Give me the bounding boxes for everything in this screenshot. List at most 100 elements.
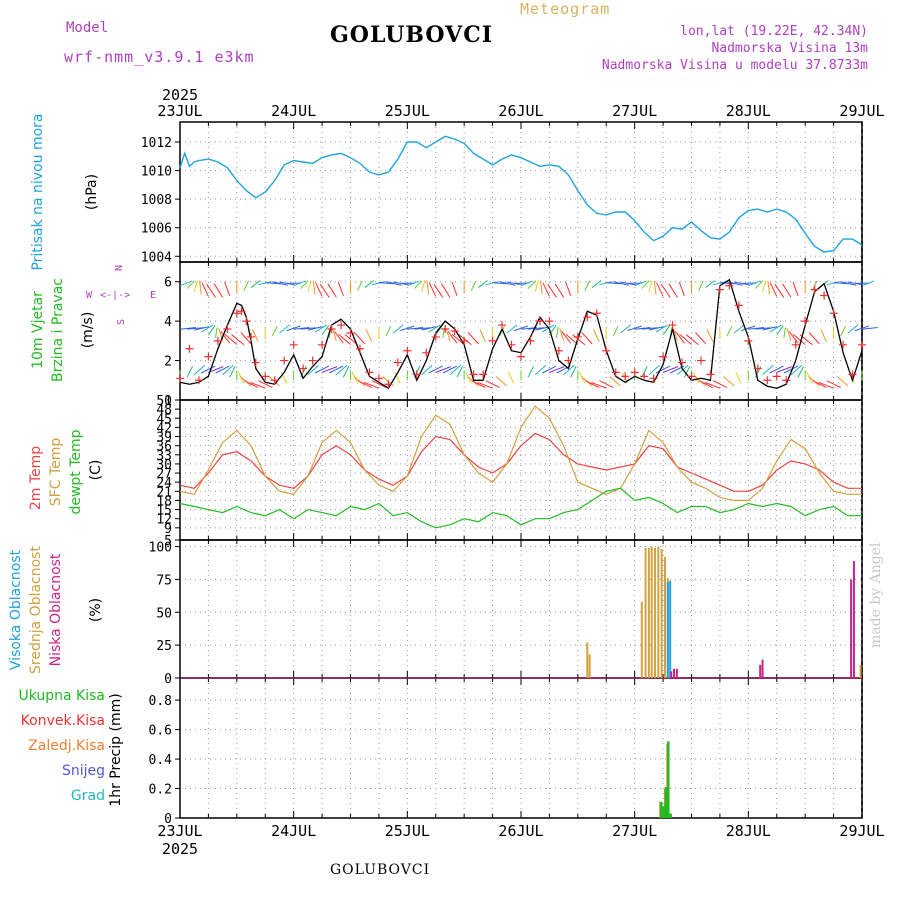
y-tick-label: 6 — [164, 276, 172, 291]
gust-marker — [621, 372, 630, 381]
y-tick-label: 12 — [156, 513, 172, 528]
wind-arrow — [698, 380, 714, 389]
wind-arrow — [719, 282, 736, 285]
wind-arrow — [421, 364, 433, 376]
wind-arrow — [812, 380, 827, 389]
gust-marker — [649, 374, 658, 383]
wind-arrow — [179, 327, 196, 330]
wind-arrow — [854, 325, 870, 332]
wind-arrow — [467, 332, 479, 345]
day-label-bottom: 29JUL — [839, 822, 884, 840]
wind-arrow — [861, 280, 875, 287]
coords-label: lon,lat (19.22E, 42.34N) — [680, 24, 868, 39]
gust-marker — [573, 332, 582, 341]
compass-e: E — [150, 290, 156, 301]
wind-arrow — [609, 376, 621, 387]
gust-marker — [848, 370, 857, 379]
gust-marker — [431, 332, 440, 341]
dewpt-line — [179, 487, 862, 529]
wind-arrow — [776, 325, 784, 336]
gust-marker — [261, 372, 270, 381]
wind-arrow — [513, 325, 529, 332]
wind-arrow — [782, 283, 792, 298]
wind-arrow — [797, 366, 804, 378]
pressure-line — [179, 135, 863, 253]
y-tick-label: 1010 — [141, 165, 172, 180]
wind-arrow — [243, 280, 250, 291]
wind-arrow — [776, 366, 792, 373]
wind-arrow — [365, 329, 373, 342]
wind-arrow — [554, 283, 565, 298]
gust-marker — [602, 346, 611, 355]
gust-marker — [592, 309, 601, 318]
compass-arrows: <-|-> — [100, 290, 130, 301]
wind-arrow — [400, 325, 415, 332]
wind-arrow — [280, 372, 288, 384]
wind-arrow — [861, 327, 878, 330]
precip-total-bar — [664, 787, 668, 818]
wind-arrow — [485, 281, 499, 286]
wind-arrow — [808, 332, 820, 345]
temp-unit: (C) — [88, 460, 104, 481]
cloud-high-bar — [669, 580, 672, 678]
wind-arrow — [542, 324, 555, 333]
y-tick-label: 45 — [156, 412, 172, 427]
wind-arrow — [485, 380, 500, 389]
pressure-unit: (hPa) — [84, 174, 100, 210]
wind-arrow — [581, 332, 593, 345]
wind-arrow — [441, 283, 451, 298]
wind-arrow — [407, 280, 420, 287]
gust-marker — [479, 370, 488, 379]
product-label: Meteogram — [520, 0, 611, 18]
wind-arrow — [565, 281, 572, 297]
wind-arrow — [755, 327, 772, 330]
model-elevation-label: Nadmorska Visina u modelu 37.8733m — [601, 58, 868, 73]
y-tick-label: 24 — [156, 476, 172, 491]
y-tick-label: 25 — [156, 639, 172, 654]
gust-marker — [678, 358, 687, 367]
precip-unit: 1hr Precip (mm) — [108, 693, 124, 806]
wind-arrow — [570, 366, 577, 378]
wind-arrow — [495, 376, 508, 387]
gust-marker — [640, 372, 649, 381]
wind-arrow — [271, 325, 278, 337]
wind-arrow — [755, 280, 764, 289]
wind-arrow — [783, 365, 798, 374]
wind-arrow — [833, 282, 849, 285]
gust-marker — [545, 317, 554, 326]
precip-total-bar — [667, 741, 670, 818]
wind-arrow — [240, 332, 252, 345]
wind-arrow — [565, 333, 579, 345]
wind-arrow — [250, 381, 266, 389]
wind-arrow — [244, 380, 259, 389]
wind-arrow — [769, 282, 778, 297]
wind-arrow — [655, 324, 668, 333]
wind-arrow — [774, 283, 785, 298]
wind-arrow — [447, 331, 458, 344]
gust-marker — [507, 340, 516, 349]
y-tick-label: 100 — [149, 541, 172, 556]
wind-arrow — [293, 280, 306, 287]
gust-marker — [403, 346, 412, 355]
y-tick-label: 0.8 — [149, 694, 172, 709]
wind-arrow — [208, 325, 216, 336]
wind-arrow — [559, 328, 565, 342]
wind-arrow — [478, 280, 488, 288]
gust-marker — [526, 336, 535, 345]
wind-arrow — [492, 282, 508, 285]
wind-arrow — [251, 329, 259, 342]
wind-arrow — [527, 366, 535, 378]
wind-arrow — [364, 280, 375, 288]
cloud-low-bar — [850, 579, 853, 678]
gust-marker — [289, 340, 298, 349]
y-tick-label: 9 — [164, 522, 172, 537]
gust-marker — [498, 321, 507, 330]
gust-marker — [270, 376, 279, 385]
day-label-bottom: 25JUL — [385, 822, 430, 840]
day-label-top: 28JUL — [726, 102, 771, 120]
gust-marker — [185, 344, 194, 353]
wind-arrow — [187, 327, 204, 330]
gust-marker — [668, 321, 677, 330]
gust-marker — [393, 358, 402, 367]
